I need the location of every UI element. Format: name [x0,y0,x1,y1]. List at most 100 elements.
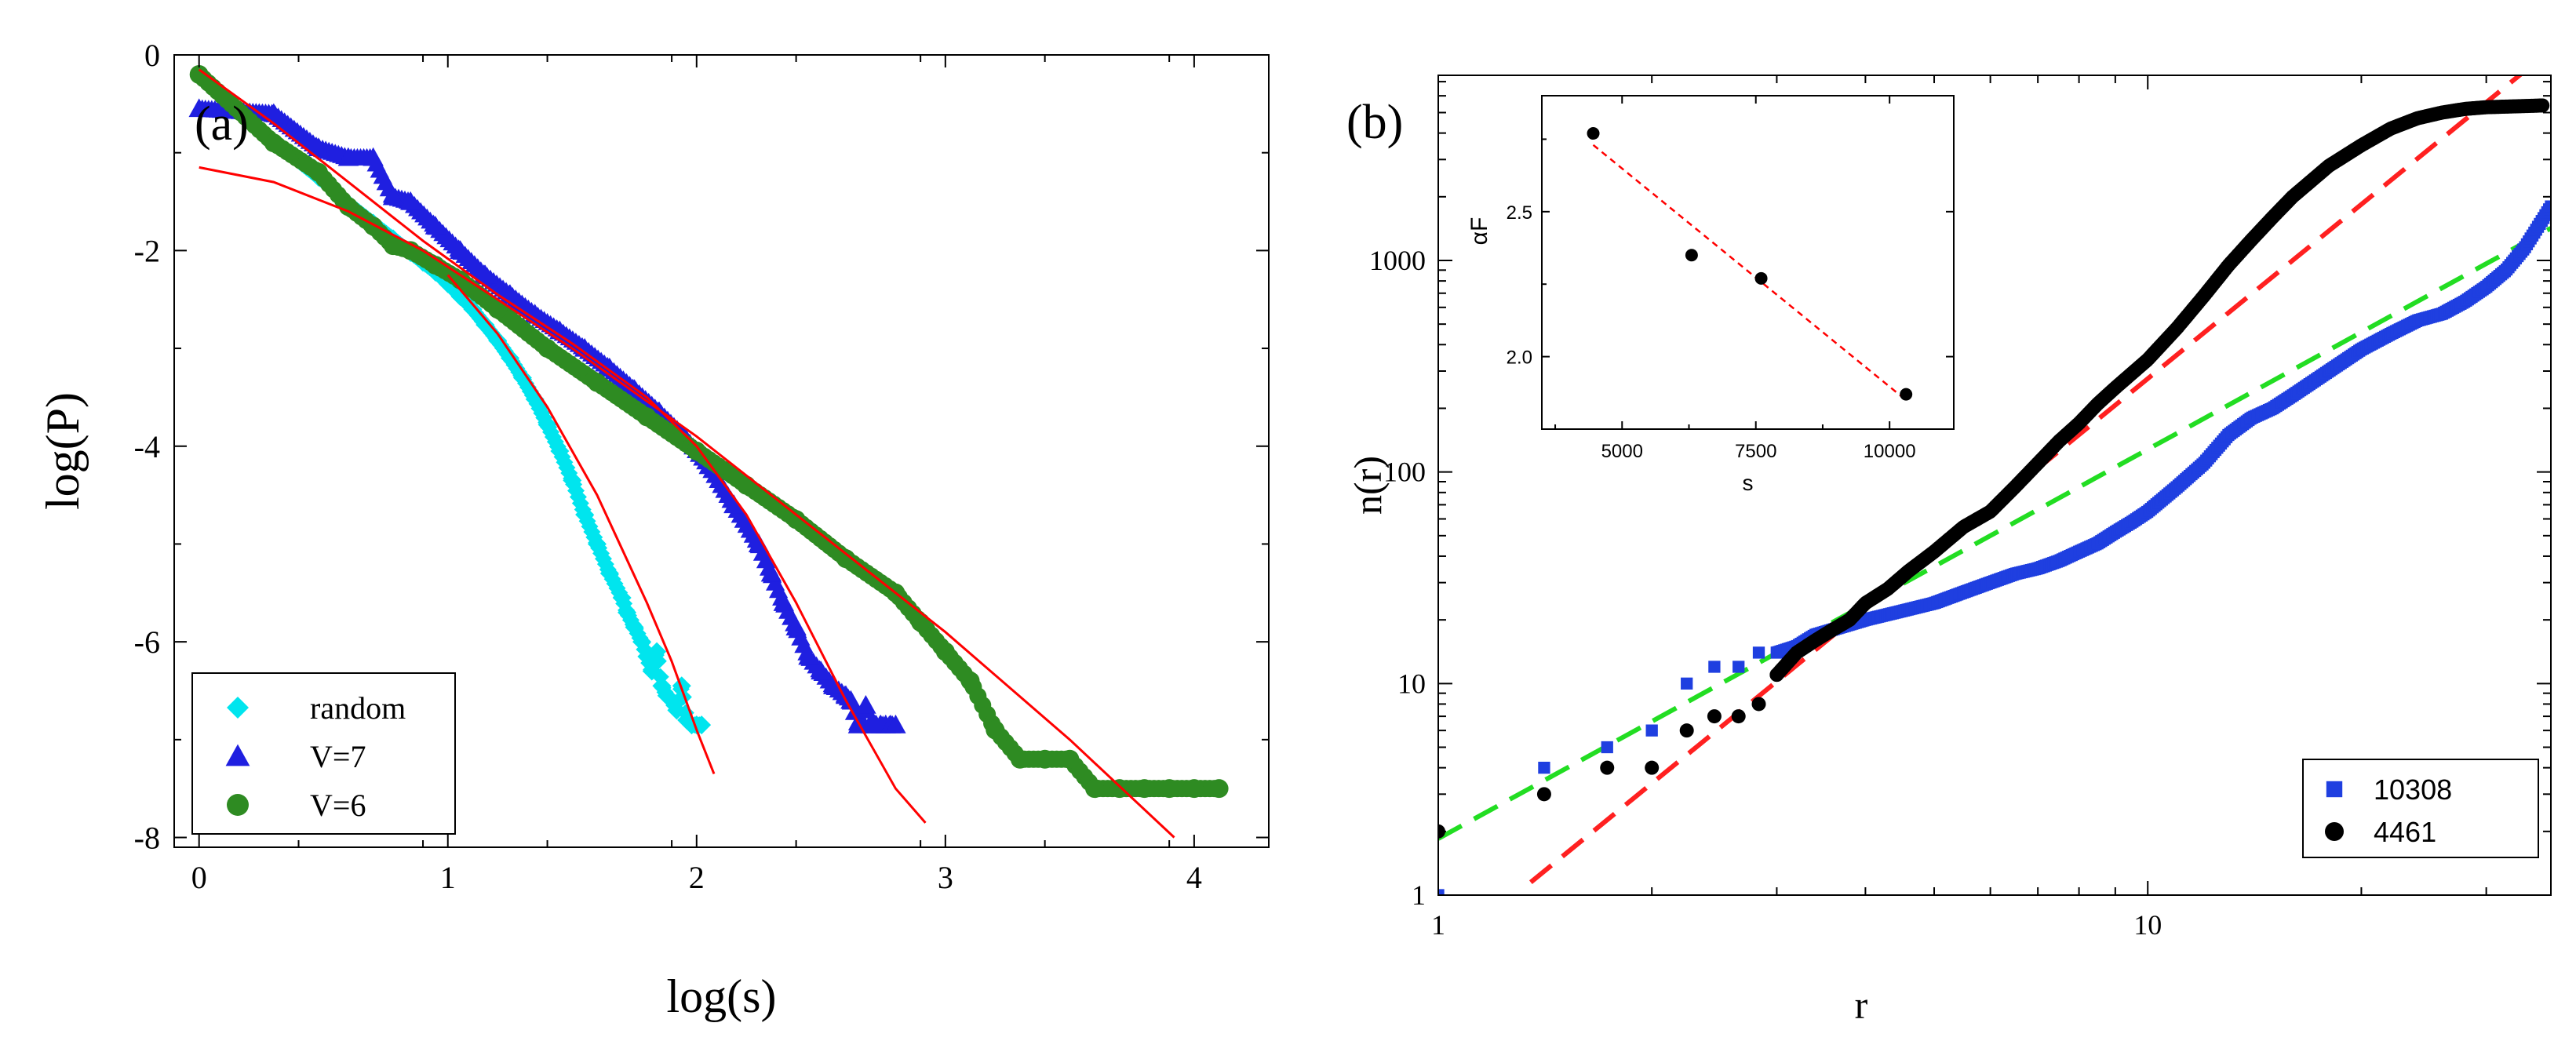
data-point [512,368,532,388]
data-point [189,64,209,84]
data-point [263,103,285,122]
data-point [501,348,520,368]
data-point [188,98,210,118]
inset-fit-line [1592,144,1907,402]
data-point [587,534,607,554]
x-tick-label: 0 [191,860,207,895]
inset-data-point [1587,127,1600,140]
x-tick-label: 4 [1186,860,1202,895]
panel-b-ticks: 1 10 1 10 100 1000 [1369,75,2551,941]
data-point [760,562,782,582]
data-point [308,137,330,157]
inset-axes-frame [1541,95,1955,430]
legend-marker [227,697,249,719]
data-point [1160,779,1179,799]
data-point [1601,741,1613,754]
legend-marker [225,744,250,766]
legend-marker [227,794,249,816]
data-point [1184,779,1204,799]
panel-a-legend: random V=7 V=6 [191,672,456,835]
data-point [625,617,644,637]
data-point [563,471,582,490]
y-tick-label: -2 [134,233,160,268]
data-point [618,602,637,622]
panel-b-x-axis-label: r [1855,983,1868,1027]
data-point [811,661,832,680]
data-point [574,337,596,357]
data-point [723,494,745,514]
data-point [737,475,756,495]
data-point [450,240,471,259]
inset-plot-area [1587,127,1913,402]
panel-b-axes-frame [1437,75,2552,896]
inset-data-point [1685,249,1698,262]
data-point [537,415,557,435]
data-point [840,690,862,709]
data-point [1708,661,1721,673]
data-point [798,646,819,665]
data-point [786,510,806,530]
inset-x-tick-label: 5000 [1601,441,1643,462]
panel-a-y-axis-label: log(P) [37,392,89,510]
data-point [773,592,794,611]
data-point [1035,749,1055,769]
data-point [855,694,876,714]
inset-data-point [1900,388,1913,401]
data-point [599,563,619,583]
data-point [488,300,508,319]
panel-b-y-axis-label: n(r) [1346,456,1390,515]
data-point [2535,98,2550,113]
inset-background [1542,96,1954,429]
x-tick-label: 1 [1431,909,1445,941]
data-point [382,186,404,206]
data-point [384,236,403,256]
data-point [337,147,359,166]
y-tick-label: 10 [1397,668,1426,699]
panel-b-legend: 10308 4461 [2302,759,2539,858]
data-point [1645,724,1658,737]
data-point [1536,787,1551,802]
data-point [475,315,495,335]
inset-ticks: 5000 7500 10000 2.0 2.5 [1507,96,1954,462]
panel-a-plot-area [188,64,1229,839]
data-point [1707,709,1722,724]
y-tick-label: 1 [1412,879,1426,911]
y-tick-label: -6 [134,624,160,660]
data-point [885,714,906,733]
data-point [308,162,328,182]
panel-b: 1 10 1 10 100 1000 (b) r n(r) 10308 4461 5000 7… [1346,75,2552,1027]
data-point [935,642,955,661]
fit-line [199,166,1175,839]
data-point [524,304,545,322]
data-point [488,331,508,351]
data-point [647,642,667,661]
legend-label: 4461 [2374,816,2436,848]
panel-a: 0 1 2 3 4 0 -2 -4 -6 -8 (a) log(s) log(P) random V… [37,38,1270,1022]
data-point [463,300,483,319]
panel-a-axes-frame [173,54,1270,848]
data-point [1538,761,1550,774]
data-point [667,701,687,720]
panel-a-label: (a) [195,97,249,151]
legend-marker [2325,822,2344,841]
data-point [399,191,421,210]
y-tick-label: 100 [1383,457,1426,488]
data-point [637,407,657,427]
data-point [1209,779,1229,799]
data-point [1109,779,1129,799]
fit-line [198,68,927,824]
data-point [1681,677,1693,690]
data-point [338,197,358,217]
data-point [550,442,570,460]
legend-label: V=7 [310,739,366,774]
data-point [363,147,384,166]
panel-b-label: (b) [1346,96,1403,149]
data-point [1679,723,1694,738]
inset-data-point [1754,271,1768,285]
data-point [363,217,383,236]
fit-line [1438,226,2551,841]
inset-y-axis-label: αF [1467,217,1492,246]
data-point [822,675,844,694]
y-tick-label: 1000 [1369,245,1426,276]
